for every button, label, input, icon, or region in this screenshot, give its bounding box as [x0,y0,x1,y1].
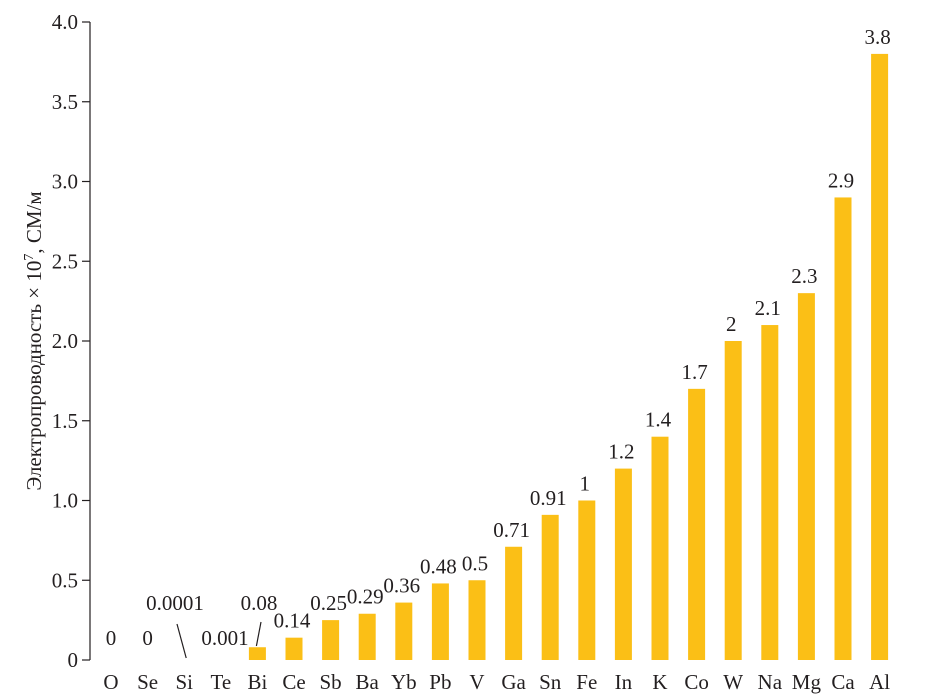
data-label-ca: 2.9 [828,168,854,192]
x-tick-label-ba: Ba [356,670,380,694]
data-label-v: 0.5 [462,551,488,575]
data-label-yb: 0.36 [383,574,420,598]
data-label-si: 0.0001 [146,591,204,615]
x-tick-label-yb: Yb [391,670,417,694]
x-tick-label-k: K [652,670,667,694]
bar-co [688,388,706,660]
leader-line-bi [255,621,262,647]
data-label-o: 0 [106,626,117,650]
data-label-sb: 0.25 [310,591,347,615]
x-tick-label-w: W [723,670,743,694]
data-label-se: 0 [142,626,153,650]
y-tick-label: 3.0 [52,170,78,194]
data-label-mg: 2.3 [791,264,817,288]
x-tick-label-mg: Mg [792,670,822,694]
y-tick-label: 1.0 [52,489,78,513]
bar-k [651,436,669,660]
bar-pb [431,583,449,660]
y-tick-label: 0.5 [52,568,78,592]
data-label-w: 2 [726,312,737,336]
data-label-ba: 0.29 [347,585,384,609]
bar-yb [395,602,413,660]
x-tick-label-sb: Sb [320,670,342,694]
bar-w [724,341,742,660]
y-axis-title: Электропроводность × 107, СМ/м [22,191,46,490]
x-tick-label-na: Na [758,670,783,694]
data-label-in: 1.2 [608,440,634,464]
data-label-fe: 1 [580,472,591,496]
x-tick-label-fe: Fe [576,670,597,694]
x-tick-label-pb: Pb [429,670,451,694]
x-tick-label-al: Al [869,670,890,694]
data-label-k: 1.4 [645,408,672,432]
data-label-bi: 0.08 [241,591,278,615]
bar-bi [248,647,266,660]
bar-sn [541,514,559,660]
x-tick-label-ce: Ce [282,670,305,694]
x-tick-label-sn: Sn [539,670,562,694]
bar-ba [358,613,376,660]
y-axis-title-exponent: 7 [22,254,37,261]
x-tick-label-se: Se [137,670,158,694]
y-tick-label: 4.0 [52,10,78,34]
y-axis-title-unit: , СМ/м [22,191,46,253]
bar-fe [578,500,596,660]
data-label-sn: 0.91 [530,486,567,510]
data-label-co: 1.7 [681,360,707,384]
x-tick-label-si: Si [175,670,193,694]
bar-mg [797,293,815,660]
plot-area: 0 0.5 1.0 1.5 2.0 2.5 3.0 3.5 4.0 Электропроводно… [22,10,891,694]
bar-ce [285,637,303,660]
leader-line-si [176,623,187,659]
x-tick-label-co: Co [684,670,709,694]
bar-al [871,53,889,660]
bar-v [468,580,486,660]
data-label-na: 2.1 [755,296,781,320]
bar-ca [834,197,852,660]
y-axis-title-main: Электропроводность × 10 [22,261,46,491]
y-tick-label: 1.5 [52,409,78,433]
y-tick-label: 3.5 [52,90,78,114]
data-label-pb: 0.48 [420,554,457,578]
data-label-ce: 0.14 [274,609,311,633]
x-tick-label-bi: Bi [247,670,267,694]
bar-na [761,325,779,660]
bar-sb [322,620,340,660]
x-tick-label-ca: Ca [831,670,855,694]
x-tick-label-o: O [103,670,118,694]
x-tick-label-te: Te [210,670,231,694]
y-tick-label: 0 [68,648,79,672]
y-tick-label: 2.0 [52,329,78,353]
x-tick-label-in: In [615,670,633,694]
data-label-al: 3.8 [864,25,890,49]
y-tick-label: 2.5 [52,249,78,273]
x-tick-label-ga: Ga [501,670,526,694]
bar-in [614,468,632,660]
bar-ga [505,546,523,660]
data-label-te: 0.001 [201,626,248,650]
x-tick-label-v: V [469,670,484,694]
data-label-ga: 0.71 [493,518,530,542]
